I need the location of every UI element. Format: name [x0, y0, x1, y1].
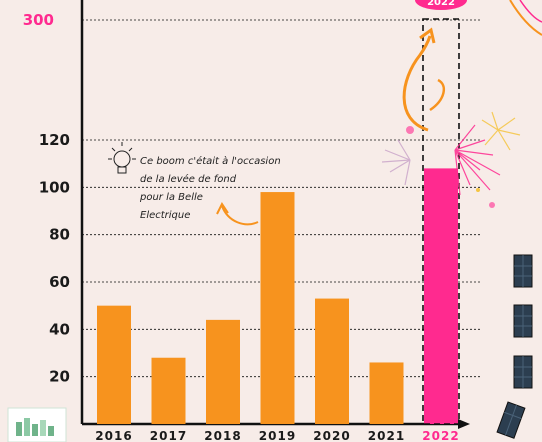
- y-tick-label: 80: [49, 226, 70, 244]
- x-axis-arrowhead: [458, 419, 470, 429]
- fireworks-icon: [381, 111, 521, 208]
- decor-swirl: [509, 0, 542, 36]
- x-tick-label-2016: 2016: [95, 429, 132, 442]
- bar-2018: [206, 319, 240, 424]
- curved-arrow-icon: [402, 27, 446, 132]
- highlight-badge: 2022: [415, 0, 467, 10]
- bar-2019: [260, 192, 295, 424]
- y-tick-label: 40: [49, 320, 70, 338]
- bar-2021: [369, 362, 404, 424]
- bar-2022: [424, 168, 458, 424]
- x-tick-label-2018: 2018: [204, 429, 241, 442]
- bar-2020: [315, 298, 349, 424]
- bar-2017: [151, 357, 186, 424]
- event-badge-icon: [7, 407, 67, 442]
- solar-panel-icon: [496, 254, 533, 439]
- y-tick-label: 100: [39, 178, 70, 196]
- y-tick-labels: 20 40 60 80 100 120: [39, 131, 70, 386]
- x-tick-label-2019: 2019: [259, 429, 296, 442]
- decor-swirl-2: [519, 0, 542, 23]
- x-tick-labels: 2016 2017 2018 2019 2020 2021 2022: [95, 429, 459, 442]
- y-tick-label: 120: [39, 131, 70, 149]
- bar-2016: [97, 305, 131, 424]
- annotation-line-3: pour la Belle: [139, 192, 203, 203]
- y-tick-label: 60: [49, 273, 70, 291]
- y-tick-label-break: 300: [23, 11, 54, 29]
- annotation-arrow-icon: [216, 202, 259, 226]
- y-tick-label: 20: [49, 368, 70, 386]
- x-tick-label-2021: 2021: [368, 429, 405, 442]
- annotation-line-1: Ce boom c'était à l'occasion: [140, 155, 281, 167]
- lightbulb-icon: [108, 142, 136, 174]
- highlight-badge-label: 2022: [427, 0, 455, 8]
- x-tick-label-2020: 2020: [313, 429, 350, 442]
- x-tick-label-2022: 2022: [422, 429, 459, 442]
- annotation-line-4: Electrique: [140, 210, 190, 221]
- annotation-line-2: de la levée de fond: [140, 173, 237, 185]
- x-tick-label-2017: 2017: [150, 429, 187, 442]
- bars: [97, 168, 458, 424]
